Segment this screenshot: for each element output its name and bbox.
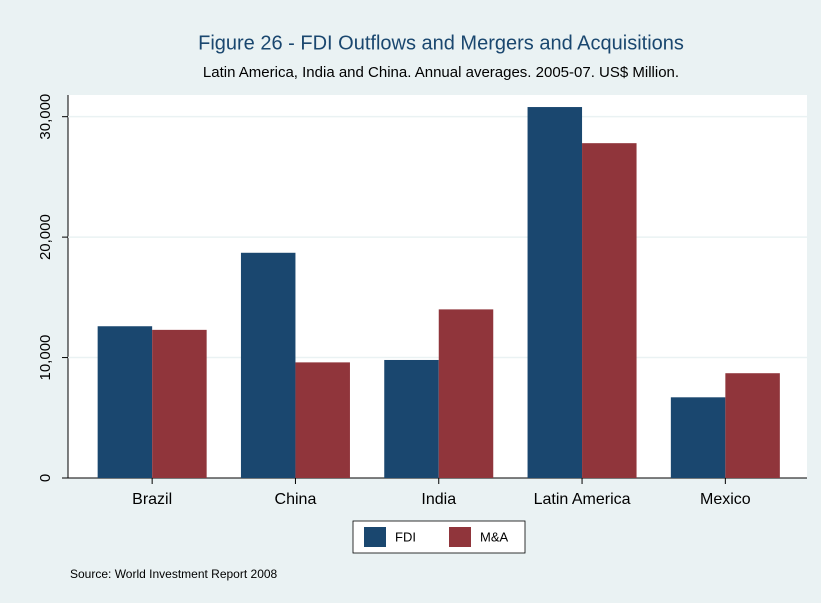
bar bbox=[725, 373, 780, 478]
bar bbox=[152, 329, 207, 478]
bar bbox=[438, 309, 494, 478]
x-tick-label: Latin America bbox=[534, 491, 631, 508]
bar bbox=[97, 326, 153, 478]
x-tick-label: Mexico bbox=[700, 491, 751, 508]
x-tick-label: Brazil bbox=[132, 491, 172, 508]
bar bbox=[527, 107, 583, 479]
chart-subtitle: Latin America, India and China. Annual a… bbox=[203, 64, 679, 81]
bar bbox=[582, 143, 637, 479]
bar bbox=[670, 397, 726, 478]
legend-swatch bbox=[449, 527, 471, 547]
legend-swatch bbox=[364, 527, 386, 547]
x-tick-label: India bbox=[421, 491, 456, 508]
y-tick-label: 20,000 bbox=[37, 214, 54, 260]
x-tick-label: China bbox=[275, 491, 317, 508]
y-tick-label: 0 bbox=[37, 474, 54, 482]
source-note: Source: World Investment Report 2008 bbox=[70, 567, 278, 581]
legend-label: M&A bbox=[480, 529, 509, 544]
legend-label: FDI bbox=[395, 529, 416, 544]
bar bbox=[240, 252, 296, 478]
bar bbox=[384, 359, 439, 478]
y-tick-label: 30,000 bbox=[37, 94, 54, 140]
y-tick-label: 10,000 bbox=[37, 335, 54, 381]
bar bbox=[295, 362, 350, 478]
chart-title: Figure 26 - FDI Outflows and Mergers and… bbox=[198, 32, 684, 54]
